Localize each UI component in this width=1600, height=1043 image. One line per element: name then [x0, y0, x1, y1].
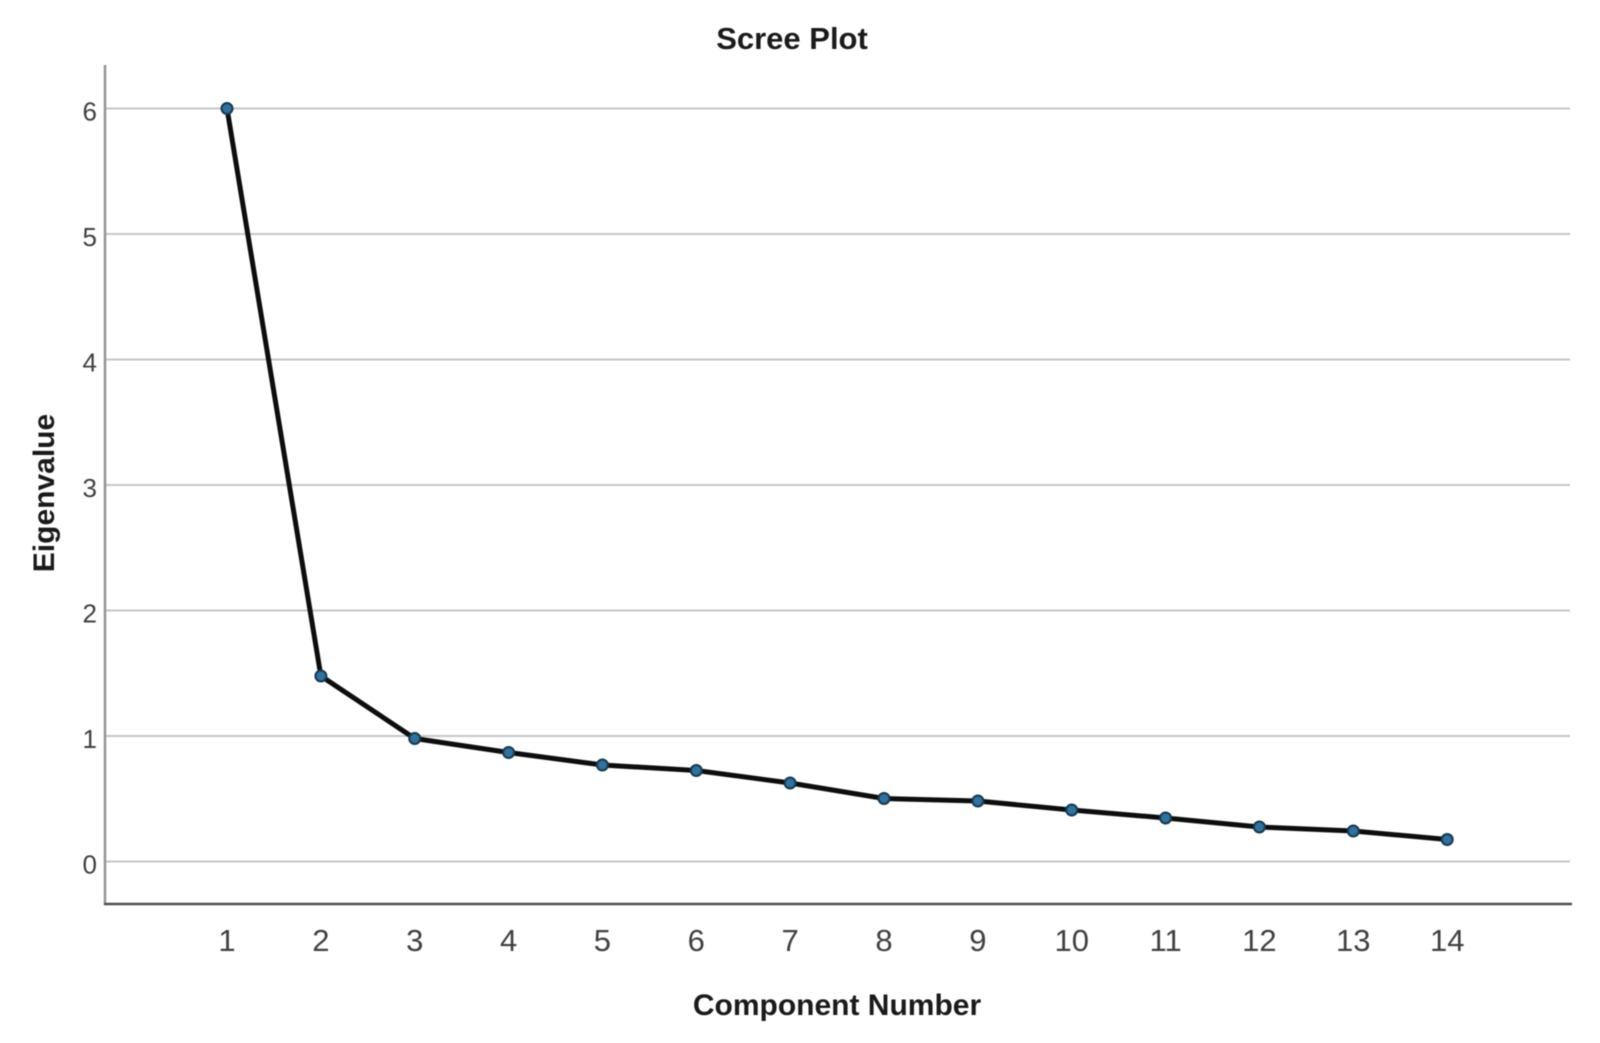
svg-text:12: 12	[1242, 923, 1276, 958]
svg-text:8: 8	[875, 923, 892, 958]
svg-text:13: 13	[1336, 923, 1370, 958]
svg-text:2: 2	[83, 599, 97, 629]
svg-text:Scree Plot: Scree Plot	[716, 21, 868, 56]
svg-text:1: 1	[218, 923, 235, 958]
svg-text:9: 9	[969, 923, 986, 958]
svg-text:5: 5	[594, 923, 611, 958]
svg-text:11: 11	[1150, 923, 1182, 958]
svg-text:4: 4	[83, 348, 97, 378]
svg-text:6: 6	[688, 923, 705, 958]
svg-text:2: 2	[312, 923, 329, 958]
svg-text:1: 1	[83, 724, 97, 754]
svg-text:5: 5	[83, 222, 97, 252]
svg-text:14: 14	[1430, 923, 1464, 958]
svg-text:10: 10	[1054, 923, 1088, 958]
svg-text:Eigenvalue: Eigenvalue	[28, 414, 61, 572]
svg-text:6: 6	[83, 97, 97, 127]
svg-text:3: 3	[406, 923, 423, 958]
svg-text:7: 7	[781, 923, 798, 958]
svg-text:4: 4	[500, 923, 517, 958]
svg-text:Component Number: Component Number	[693, 989, 982, 1022]
svg-text:0: 0	[83, 850, 97, 880]
svg-text:3: 3	[83, 473, 97, 503]
